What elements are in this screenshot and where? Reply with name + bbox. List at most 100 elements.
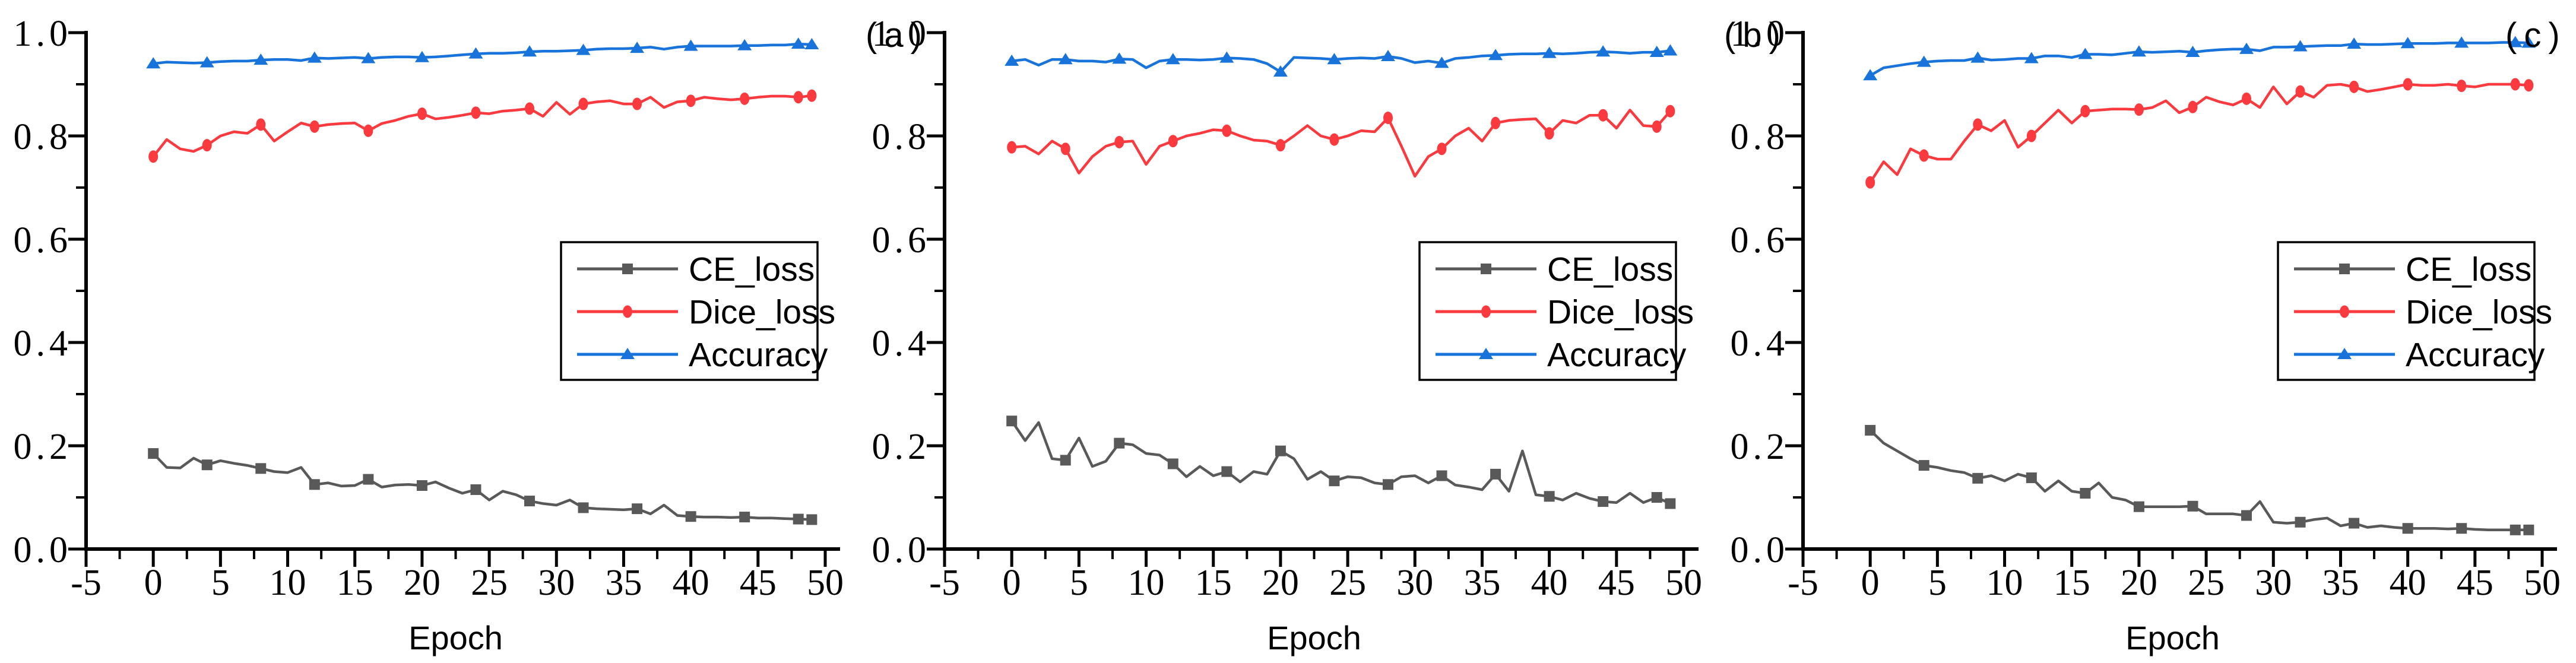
circle-marker [1481, 305, 1491, 318]
y-axis-tick-label: 0.4 [1731, 323, 1789, 364]
ce-loss-markers [1006, 415, 1676, 509]
y-axis-tick-label: 0.6 [14, 220, 72, 261]
legend-item-dice-loss: Dice_loss [1436, 293, 1694, 331]
triangle-marker [2024, 52, 2039, 64]
circle-marker [1114, 135, 1124, 148]
circle-marker [1383, 112, 1393, 125]
x-axis-tick-label: 40 [673, 563, 709, 603]
x-axis-tick-label: -5 [71, 563, 102, 603]
triangle-marker [146, 57, 161, 69]
triangle-marker [1916, 55, 1931, 67]
y-axis-tick-label: 0.8 [14, 117, 72, 157]
chart-panel-b: -5 0 5 10 15 20 25 30 35 40 45 50 0.0 0.2 0.4 0.6 0.8 1.0… [858, 0, 1717, 663]
y-axis-tick-label: 0.0 [14, 530, 72, 570]
x-axis-tick-label: 0 [1003, 563, 1021, 603]
circle-marker [363, 124, 373, 137]
x-axis-title: Epoch [1267, 619, 1361, 656]
x-axis-tick-label: 35 [2322, 563, 2359, 603]
triangle-marker [2337, 348, 2352, 359]
y-axis-tick-label: 0.4 [14, 323, 72, 364]
circle-marker [2403, 78, 2413, 91]
square-marker [1060, 455, 1071, 466]
y-axis-tick-label: 1.0 [872, 14, 931, 54]
legend: CE_loss Dice_loss Accuracy [560, 241, 835, 381]
x-axis-tick-label: 0 [1861, 563, 1880, 603]
square-marker [2295, 516, 2306, 528]
triangle-marker [791, 37, 806, 49]
triangle-marker [1165, 53, 1180, 65]
x-axis-tick-label: 10 [1128, 563, 1165, 603]
y-axis-tick-label: 0.8 [1731, 117, 1789, 157]
square-marker [1544, 491, 1555, 502]
dice-loss-markers [1007, 104, 1675, 156]
circle-marker [578, 97, 588, 110]
square-marker [622, 264, 633, 274]
triangle-marker [804, 38, 819, 50]
x-axis-tick-label: 45 [740, 563, 777, 603]
dice-loss-line [151, 94, 813, 158]
legend-item-ce-loss: CE_loss [1436, 250, 1673, 288]
x-axis-tick-label: 5 [1928, 563, 1947, 603]
circle-marker [2349, 80, 2359, 93]
loss-accuracy-chart-b: -5 0 5 10 15 20 25 30 35 40 45 50 0.0 0.2 0.4 0.6 0.8 1.0… [872, 14, 1703, 656]
loss-accuracy-chart-a: -5 0 5 10 15 20 25 30 35 40 45 50 0.0 0.2 0.4 0.6 0.8 1.0… [14, 14, 844, 656]
circle-marker [525, 102, 534, 115]
y-axis-tick-label: 0.2 [1731, 427, 1789, 467]
ce-loss-line [151, 452, 813, 521]
ce-loss-line [1868, 429, 2530, 532]
circle-marker [2026, 129, 2036, 142]
circle-marker [1007, 141, 1017, 154]
triangle-marker [1381, 50, 1395, 62]
square-marker [739, 512, 750, 523]
square-marker [1006, 415, 1018, 427]
x-axis-tick-label: 50 [807, 563, 844, 603]
x-axis-tick-label: -5 [1788, 563, 1818, 603]
x-axis-tick-label: 20 [404, 563, 441, 603]
x-axis-tick-label: -5 [929, 563, 960, 603]
square-marker [1221, 466, 1232, 477]
circle-marker [417, 107, 427, 120]
y-axis-tick-label: 0.0 [1731, 530, 1789, 570]
triangle-marker [1219, 51, 1234, 63]
triangle-marker [468, 47, 483, 59]
square-marker [1598, 496, 1609, 507]
panel-label-c: (c) [2505, 16, 2567, 55]
circle-marker [309, 120, 319, 133]
triangle-marker [2185, 46, 2200, 58]
x-axis-title: Epoch [2125, 619, 2220, 656]
legend-item-accuracy: Accuracy [1436, 336, 1687, 374]
triangle-marker [1273, 65, 1288, 77]
circle-marker [1222, 124, 1232, 137]
chart-panel-a: -5 0 5 10 15 20 25 30 35 40 45 50 0.0 0.2 0.4 0.6 0.8 1.0… [0, 0, 858, 663]
triangle-marker [2508, 36, 2523, 47]
legend-label: CE_loss [689, 250, 815, 288]
square-marker [2026, 472, 2037, 483]
circle-marker [202, 139, 212, 152]
x-axis-tick-label: 25 [1329, 563, 1366, 603]
triangle-marker [254, 53, 268, 65]
legend-label: Dice_loss [1547, 293, 1694, 331]
legend-label: Dice_loss [689, 293, 835, 331]
legend-label: Accuracy [689, 336, 828, 374]
triangle-marker [2293, 40, 2308, 52]
square-marker [524, 496, 535, 507]
circle-marker [1598, 109, 1608, 122]
triangle-marker [576, 43, 591, 55]
triangle-marker [1479, 348, 1493, 359]
circle-marker [2524, 79, 2534, 92]
x-axis-tick-label: 15 [337, 563, 373, 603]
square-marker [1436, 470, 1447, 481]
square-marker [2187, 500, 2198, 512]
square-marker [201, 459, 213, 471]
square-marker [2456, 523, 2467, 534]
x-axis-tick-label: 30 [2255, 563, 2292, 603]
accuracy-markers [1005, 44, 1678, 77]
triangle-marker [1663, 44, 1678, 56]
square-marker [2349, 518, 2360, 529]
square-marker [470, 484, 481, 495]
circle-marker [2340, 305, 2349, 318]
legend-label: Dice_loss [2406, 293, 2552, 331]
circle-marker [2134, 103, 2144, 116]
y-axis-tick-label: 0.6 [1731, 220, 1789, 261]
circle-marker [2188, 100, 2198, 113]
